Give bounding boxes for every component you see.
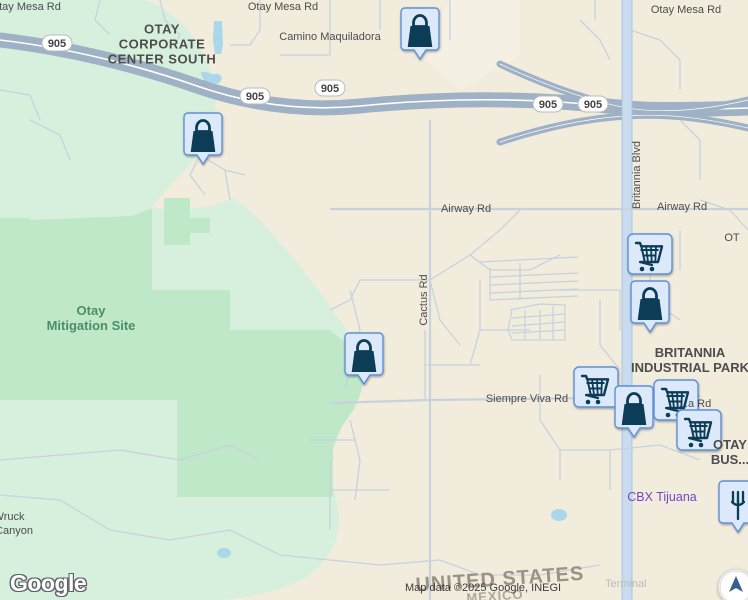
svg-text:905: 905 <box>539 99 557 111</box>
svg-text:905: 905 <box>584 99 602 111</box>
svg-text:905: 905 <box>48 38 66 50</box>
svg-text:905: 905 <box>246 91 264 103</box>
svg-text:905: 905 <box>321 83 339 95</box>
